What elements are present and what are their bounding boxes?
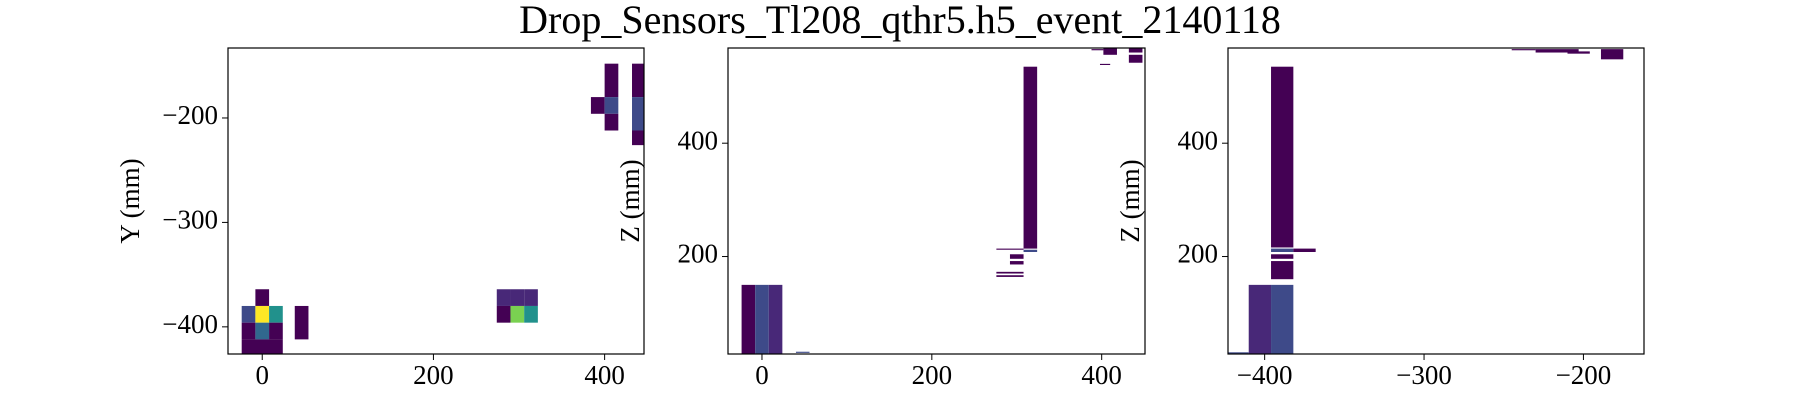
cell [496, 289, 511, 306]
cell [241, 305, 256, 323]
y-axis-label: Y (mm) [115, 158, 145, 243]
x-tick-label: −300 [1396, 360, 1452, 390]
y-tick-label: −300 [162, 205, 218, 235]
cell [1128, 54, 1143, 63]
cell [590, 97, 605, 114]
cell [1228, 352, 1249, 354]
cell [524, 305, 538, 323]
x-tick-label: −400 [1237, 360, 1293, 390]
cell [996, 275, 1024, 277]
y-tick-label: 400 [678, 125, 719, 155]
cell [241, 339, 283, 354]
cell [255, 289, 270, 306]
cell [510, 289, 525, 306]
x-tick-label: 200 [912, 360, 953, 390]
cell [524, 289, 538, 306]
cell [1009, 254, 1024, 259]
cell [1009, 261, 1024, 265]
y-tick-label: 200 [1178, 239, 1219, 269]
cell [1023, 249, 1038, 252]
x-tick-label: 200 [413, 360, 454, 390]
cell [1567, 51, 1590, 54]
cell [1271, 261, 1294, 280]
cell [1271, 254, 1294, 259]
cell [604, 97, 619, 114]
x-tick-label: 0 [255, 360, 269, 390]
cell [795, 351, 810, 353]
y-axis-label: Z (mm) [1115, 159, 1145, 242]
axes-frame [1227, 47, 1645, 355]
cell [241, 322, 256, 340]
cell [294, 305, 309, 340]
cell [604, 113, 619, 131]
cell [1091, 49, 1104, 51]
x-tick-label: −200 [1556, 360, 1612, 390]
cell [510, 305, 525, 323]
cell [1271, 284, 1294, 354]
plot-area [1228, 49, 1624, 354]
cell [255, 322, 270, 340]
chart-title: Drop_Sensors_Tl208_qthr5.h5_event_214011… [519, 0, 1281, 42]
cell [1535, 49, 1579, 53]
y-tick-label: −400 [162, 309, 218, 339]
y-tick-label: 400 [1178, 125, 1219, 155]
y-tick-label: 200 [678, 239, 719, 269]
cell [755, 284, 769, 354]
cell [996, 271, 1024, 274]
cell [269, 305, 283, 323]
axes-frame [727, 47, 1146, 355]
cell [1248, 284, 1272, 354]
x-tick-label: 400 [1081, 360, 1122, 390]
cell [1099, 63, 1111, 65]
cell [1511, 49, 1536, 51]
x-tick-label: 0 [755, 360, 769, 390]
cell [1023, 66, 1038, 249]
cell [741, 284, 756, 354]
y-axis-label: Z (mm) [615, 159, 645, 242]
cell [632, 130, 644, 146]
cell [255, 305, 270, 323]
cell [269, 322, 283, 340]
cell [632, 97, 644, 131]
cell [996, 248, 1024, 250]
cell [496, 305, 511, 323]
cell [768, 284, 783, 354]
plot-area [741, 48, 1143, 354]
cell [1128, 48, 1143, 53]
axes-frame [227, 47, 645, 355]
cell [1293, 248, 1316, 252]
cell [632, 63, 644, 98]
x-tick-label: 400 [584, 360, 625, 390]
y-tick-label: −200 [162, 100, 218, 130]
cell [1271, 66, 1294, 248]
cell [604, 63, 619, 98]
cell [1103, 48, 1117, 55]
plot-area [241, 63, 644, 354]
cell [1600, 49, 1624, 60]
cell [1271, 248, 1294, 252]
